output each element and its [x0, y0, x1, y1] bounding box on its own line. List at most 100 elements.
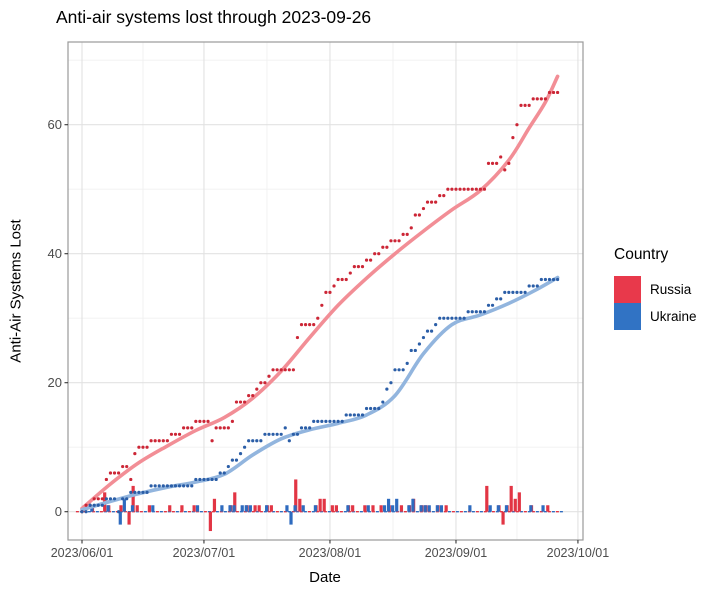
ukraine-data-point	[348, 413, 352, 417]
russia-data-point	[551, 90, 556, 95]
russia-data-point	[121, 464, 125, 469]
russia-data-point	[535, 97, 539, 101]
russia-data-point	[450, 187, 454, 191]
ukraine-data-point	[336, 419, 340, 423]
russia-data-point	[499, 155, 503, 159]
ukraine-data-point	[503, 290, 507, 294]
ukraine-daily-bar	[395, 498, 399, 512]
russia-data-point	[112, 471, 117, 475]
ukraine-data-point	[389, 381, 393, 385]
ukraine-data-point	[194, 477, 198, 482]
russia-data-point	[161, 439, 165, 443]
ukraine-data-point	[299, 426, 304, 430]
russia-data-point	[308, 323, 312, 327]
ukraine-data-point	[157, 484, 161, 488]
x-axis-title: Date	[309, 569, 341, 586]
ukraine-data-point	[177, 484, 182, 488]
ukraine-data-point	[413, 348, 417, 353]
ukraine-data-point	[515, 290, 519, 294]
ukraine-data-point	[222, 471, 226, 475]
ukraine-data-point	[429, 329, 434, 333]
russia-data-point	[177, 432, 182, 436]
ukraine-data-point	[442, 316, 446, 320]
ukraine-daily-bar	[151, 505, 155, 512]
ukraine-data-point	[409, 348, 413, 353]
russia-data-point	[462, 187, 466, 191]
russia-daily-bar	[119, 505, 123, 512]
ukraine-data-point	[539, 277, 543, 282]
russia-data-point	[425, 200, 430, 204]
legend-title: Country	[614, 246, 669, 263]
russia-data-point	[218, 426, 222, 430]
russia-data-point	[125, 464, 129, 469]
ukraine-daily-bar	[293, 505, 297, 512]
ukraine-data-point	[121, 497, 125, 501]
russia-data-point	[409, 226, 413, 230]
ukraine-data-point	[198, 477, 202, 482]
russia-daily-bar	[135, 505, 139, 512]
russia-data-point	[482, 187, 487, 191]
russia-data-point	[507, 161, 511, 165]
y-axis-title: Anti-Air Systems Lost	[7, 219, 25, 363]
russia-data-point	[474, 187, 478, 191]
russia-data-point	[454, 187, 458, 191]
russia-data-point	[157, 439, 161, 443]
ukraine-daily-bar	[411, 498, 415, 512]
russia-data-point	[96, 497, 100, 501]
russia-data-point	[340, 277, 344, 282]
ukraine-data-point	[523, 290, 527, 294]
russia-data-point	[222, 426, 226, 430]
ukraine-data-point	[125, 497, 129, 501]
ukraine-data-point	[458, 316, 462, 320]
ukraine-daily-bar	[289, 511, 293, 525]
russia-data-point	[173, 432, 178, 436]
russia-data-point	[279, 368, 283, 372]
ukraine-data-point	[238, 452, 243, 456]
russia-data-point	[511, 136, 515, 140]
ukraine-data-point	[129, 490, 133, 494]
ukraine-data-point	[267, 432, 271, 436]
ukraine-daily-bar	[468, 505, 472, 512]
ukraine-daily-bar	[130, 505, 135, 512]
russia-data-point	[214, 426, 218, 430]
ukraine-daily-bar	[346, 505, 350, 512]
ukraine-daily-bar	[366, 505, 370, 512]
legend-label: Russia	[650, 282, 692, 297]
russia-daily-bar	[379, 505, 383, 512]
ukraine-daily-bar	[419, 505, 423, 512]
russia-data-point	[539, 97, 543, 101]
x-tick-label: 2023/07/01	[172, 546, 236, 560]
y-tick-label: 60	[47, 116, 62, 132]
ukraine-data-point	[206, 477, 210, 482]
ukraine-data-point	[230, 458, 235, 462]
ukraine-data-point	[328, 419, 332, 423]
russia-data-point	[531, 97, 535, 101]
russia-daily-bar	[322, 498, 326, 512]
ukraine-data-point	[133, 490, 137, 494]
russia-data-point	[291, 368, 295, 372]
russia-data-point	[169, 432, 174, 436]
ukraine-daily-bar	[220, 505, 224, 512]
russia-data-point	[503, 168, 507, 172]
ukraine-data-point	[263, 432, 267, 436]
ukraine-data-point	[486, 303, 491, 307]
russia-daily-bar	[192, 505, 196, 512]
russia-daily-bar	[371, 505, 375, 512]
russia-data-point	[116, 471, 121, 475]
russia-daily-bar	[127, 511, 131, 525]
ukraine-data-point	[202, 477, 206, 482]
ukraine-data-point	[308, 426, 312, 430]
ukraine-data-point	[186, 484, 190, 488]
russia-data-point	[267, 374, 271, 378]
russia-daily-bar	[318, 498, 322, 512]
russia-data-point	[145, 445, 149, 449]
russia-data-point	[324, 290, 328, 294]
russia-data-point	[417, 213, 421, 217]
russia-data-point	[556, 90, 560, 95]
russia-data-point	[206, 419, 210, 423]
ukraine-data-point	[547, 277, 552, 282]
ukraine-daily-bar	[313, 505, 318, 512]
ukraine-data-point	[108, 497, 113, 501]
ukraine-daily-bar	[240, 505, 244, 512]
ukraine-data-point	[377, 406, 381, 411]
